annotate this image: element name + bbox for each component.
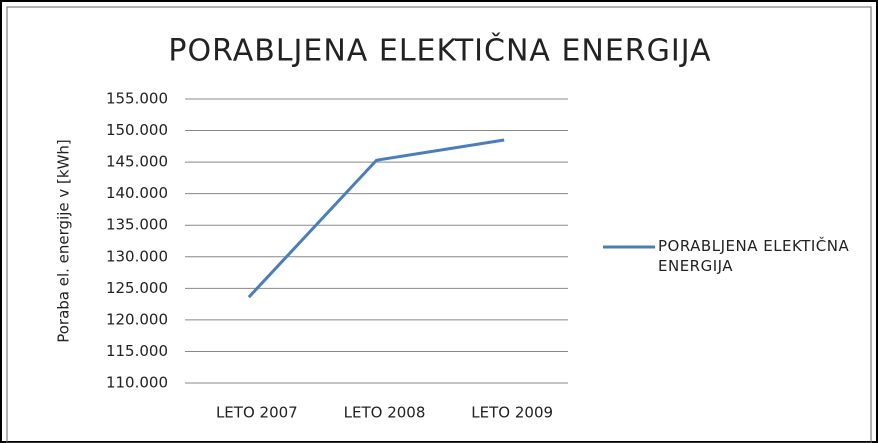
y-tick-label: 115.000 — [106, 342, 168, 360]
y-tick-label: 140.000 — [106, 184, 168, 202]
data-line — [247, 138, 505, 299]
y-tick-label: 150.000 — [106, 121, 168, 139]
y-tick-label: 125.000 — [106, 279, 168, 297]
x-tick-label: LETO 2007 — [216, 404, 298, 422]
inner-frame — [6, 6, 872, 443]
y-axis-label: Poraba el. energije v [kWh] — [55, 139, 73, 343]
x-tick-label: LETO 2008 — [344, 404, 426, 422]
y-tick-label: 135.000 — [106, 216, 168, 234]
y-tick-label: 155.000 — [106, 90, 168, 108]
legend-label: PORABLJENA ELEKTIČNA ENERGIJA — [658, 237, 850, 275]
y-tick-label: 145.000 — [106, 153, 168, 171]
y-tick-label: 120.000 — [106, 310, 168, 328]
x-tick-label: LETO 2009 — [471, 404, 553, 422]
y-tick-label: 110.000 — [106, 374, 168, 392]
chart-title: PORABLJENA ELEKTIČNA ENERGIJA — [168, 32, 711, 69]
y-tick-label: 130.000 — [106, 247, 168, 265]
